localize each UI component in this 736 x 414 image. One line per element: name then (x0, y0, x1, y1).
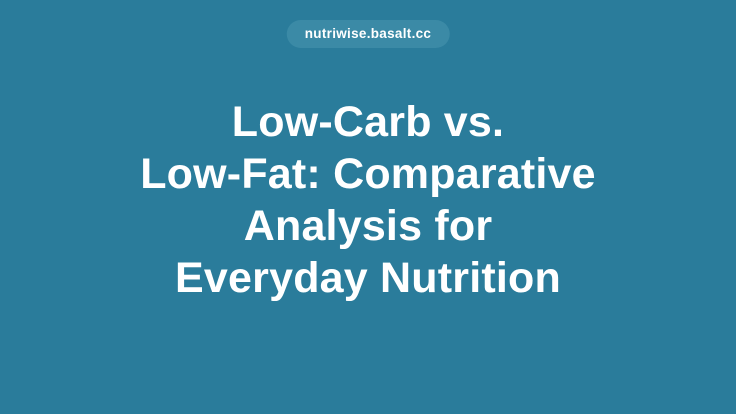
site-url-label: nutriwise.basalt.cc (304, 26, 432, 42)
title-line-3: Analysis for (243, 202, 493, 250)
site-url-badge: nutriwise.basalt.cc (286, 20, 450, 48)
title-line-1: Low-Carb vs. (231, 98, 505, 146)
title-line-2: Low-Fat: Comparative (140, 150, 596, 198)
page-title: Low-Carb vs. Low-Fat: Comparative Analys… (0, 96, 736, 304)
title-line-4: Everyday Nutrition (175, 254, 561, 302)
